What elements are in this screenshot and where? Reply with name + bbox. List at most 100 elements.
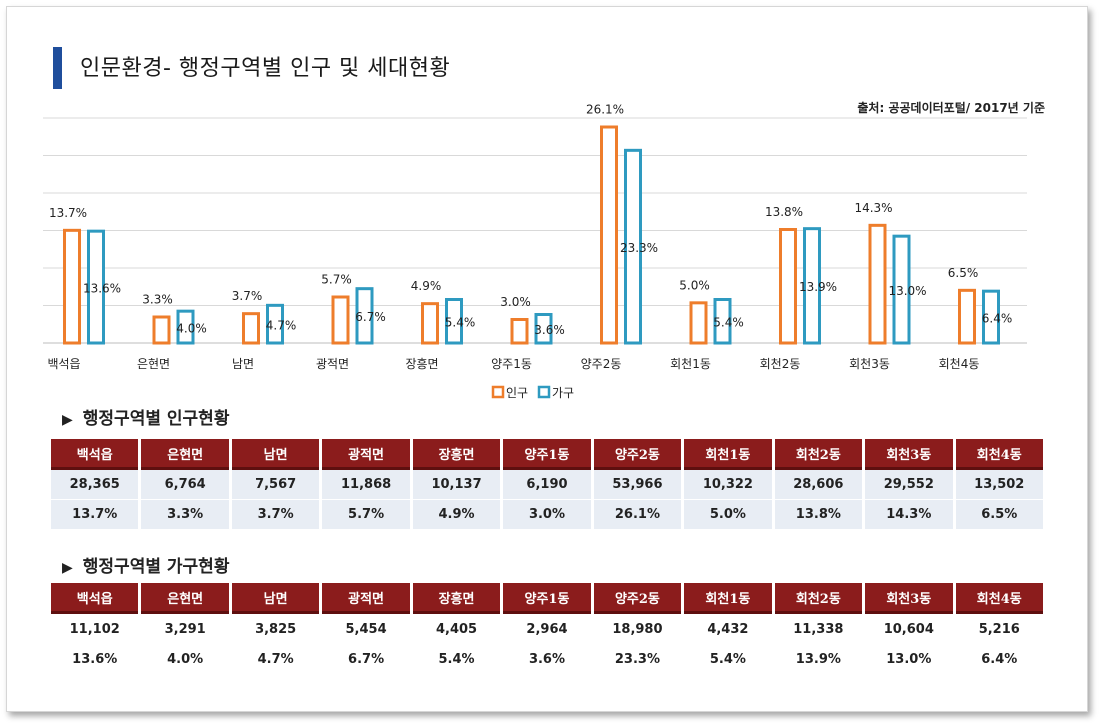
population-table-cell: 28,365 <box>51 470 139 500</box>
population-header-cell: 장흥면 <box>412 439 501 470</box>
household-header-cell: 은현면 <box>141 583 229 614</box>
household-data-label: 4.7% <box>266 318 297 332</box>
population-table-cell: 13.7% <box>51 500 139 530</box>
category-tick-label: 광적면 <box>316 357 349 371</box>
population-bar <box>331 295 350 345</box>
population-header-cell: 회천4동 <box>955 439 1043 470</box>
population-table-cell: 13.8% <box>774 500 863 530</box>
household-bar <box>982 289 1000 345</box>
table-row: 11,102 3,291 3,825 5,454 4,405 2,964 18,980 4,4… <box>51 614 1043 644</box>
category-tick-label: 회천3동 <box>849 356 890 371</box>
household-table-cell: 23.3% <box>593 644 682 674</box>
household-header-cell: 회천3동 <box>865 583 953 614</box>
population-table-cell: 5.0% <box>684 500 772 530</box>
population-table: 백석읍 은현면 남면 광적면 장흥면 양주1동 양주2동 회천1동 회천2동 회천3동 회천4동 28… <box>48 439 1046 530</box>
household-data-label: 23.3% <box>620 241 658 255</box>
population-table-cell: 10,322 <box>684 470 772 500</box>
population-header-cell: 양주2동 <box>593 439 682 470</box>
legend-population-label: 인구 <box>506 386 528 400</box>
population-bar <box>510 318 529 345</box>
population-header-cell: 남면 <box>231 439 320 470</box>
population-bar <box>779 228 797 345</box>
household-header-cell: 회천1동 <box>684 583 772 614</box>
population-header-cell: 양주1동 <box>503 439 591 470</box>
population-data-label: 3.0% <box>500 295 531 309</box>
population-table-cell: 13,502 <box>955 470 1043 500</box>
population-bar <box>242 312 260 345</box>
category-tick-label: 회천2동 <box>760 356 801 371</box>
household-header-cell: 회천2동 <box>774 583 863 614</box>
category-tick-label: 회천1동 <box>670 356 711 371</box>
population-bar <box>868 223 887 345</box>
population-data-label: 13.7% <box>49 206 87 220</box>
population-bar <box>600 125 618 345</box>
population-data-label: 5.7% <box>321 273 352 287</box>
population-table-cell: 26.1% <box>593 500 682 530</box>
household-table-cell: 5.4% <box>684 644 772 674</box>
household-header-cell: 남면 <box>231 583 320 614</box>
household-table-cell: 13.9% <box>774 644 863 674</box>
population-data-label: 3.7% <box>232 289 263 303</box>
category-tick-label: 백석읍 <box>47 357 80 371</box>
source-note: 출처: 공공데이터포털/ 2017년 기준 <box>857 101 1045 115</box>
household-header-cell: 장흥면 <box>412 583 501 614</box>
household-table-cell: 18,980 <box>593 614 682 644</box>
category-tick-label: 은현면 <box>137 357 170 371</box>
household-table-cell: 11,102 <box>51 614 139 644</box>
household-header-cell: 백석읍 <box>51 583 139 614</box>
triangle-right-icon: ▶ <box>62 560 73 576</box>
household-table: 백석읍 은현면 남면 광적면 장흥면 양주1동 양주2동 회천1동 회천2동 회천3동 회천4동 11… <box>48 583 1046 674</box>
population-section-heading-text: 행정구역별 인구현황 <box>82 409 230 429</box>
population-table-cell: 11,868 <box>322 470 410 500</box>
population-bar <box>152 315 171 345</box>
population-data-label: 26.1% <box>586 103 624 117</box>
household-data-label: 13.0% <box>888 284 926 298</box>
population-table-cell: 28,606 <box>774 470 863 500</box>
household-data-label: 3.6% <box>534 323 565 337</box>
household-table-cell: 4.0% <box>141 644 229 674</box>
household-table-cell: 5.4% <box>412 644 501 674</box>
population-header-cell: 광적면 <box>322 439 410 470</box>
household-data-label: 13.6% <box>83 281 121 295</box>
category-tick-label: 회천4동 <box>939 356 980 371</box>
household-table-cell: 4,405 <box>412 614 501 644</box>
legend-population-swatch <box>491 385 505 399</box>
household-table-cell: 3,291 <box>141 614 229 644</box>
population-table-cell: 6.5% <box>955 500 1043 530</box>
title-accent-bar <box>53 47 62 89</box>
population-table-cell: 14.3% <box>865 500 953 530</box>
population-bar <box>689 301 708 345</box>
population-table-cell: 29,552 <box>865 470 953 500</box>
legend-household-swatch <box>537 385 551 399</box>
household-header-cell: 양주2동 <box>593 583 682 614</box>
household-bar <box>534 313 553 345</box>
population-header-cell: 회천2동 <box>774 439 863 470</box>
household-bar <box>892 234 911 345</box>
population-bar <box>958 288 976 345</box>
household-section-heading: ▶ 행정구역별 가구현황 <box>62 552 229 577</box>
category-tick-label: 장흥면 <box>405 357 438 371</box>
household-data-label: 5.4% <box>445 316 476 330</box>
household-bar <box>266 303 284 345</box>
table-row: 13.7% 3.3% 3.7% 5.7% 4.9% 3.0% 26.1% 5.0% 13.8% 1… <box>51 500 1043 530</box>
category-tick-label: 남면 <box>232 357 254 371</box>
household-header-cell: 광적면 <box>322 583 410 614</box>
household-bar <box>445 298 463 345</box>
household-table-cell: 10,604 <box>865 614 953 644</box>
population-data-label: 13.8% <box>765 205 803 219</box>
population-table-cell: 3.0% <box>503 500 591 530</box>
household-header-cell: 회천4동 <box>955 583 1043 614</box>
household-data-label: 4.0% <box>176 321 207 335</box>
household-table-cell: 4.7% <box>231 644 320 674</box>
household-bar <box>713 298 732 345</box>
household-table-cell: 3,825 <box>231 614 320 644</box>
table-row: 13.6% 4.0% 4.7% 6.7% 5.4% 3.6% 23.3% 5.4% 13.9% 1… <box>51 644 1043 674</box>
page-title: 인문환경- 행정구역별 인구 및 세대현황 <box>80 56 451 81</box>
household-data-label: 6.7% <box>355 310 386 324</box>
household-table-cell: 5,216 <box>955 614 1043 644</box>
household-header-row: 백석읍 은현면 남면 광적면 장흥면 양주1동 양주2동 회천1동 회천2동 회천3동 회천4동 <box>51 583 1043 614</box>
household-bar <box>803 227 821 345</box>
household-table-cell: 6.7% <box>322 644 410 674</box>
household-table-cell: 11,338 <box>774 614 863 644</box>
population-table-cell: 6,764 <box>141 470 229 500</box>
